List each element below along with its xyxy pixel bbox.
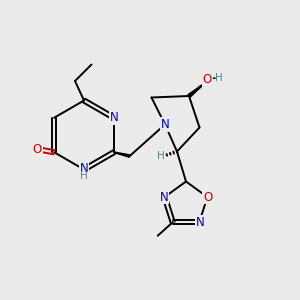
Text: O: O <box>203 73 212 86</box>
Text: H: H <box>157 151 165 161</box>
Polygon shape <box>188 82 206 97</box>
Text: O: O <box>203 190 213 203</box>
Text: H: H <box>215 73 223 83</box>
Text: N: N <box>160 190 168 203</box>
Text: N: N <box>80 161 88 175</box>
Text: N: N <box>196 216 204 229</box>
Text: H: H <box>80 171 88 181</box>
Text: N: N <box>110 111 118 124</box>
Text: O: O <box>32 143 42 156</box>
Text: N: N <box>160 118 169 131</box>
